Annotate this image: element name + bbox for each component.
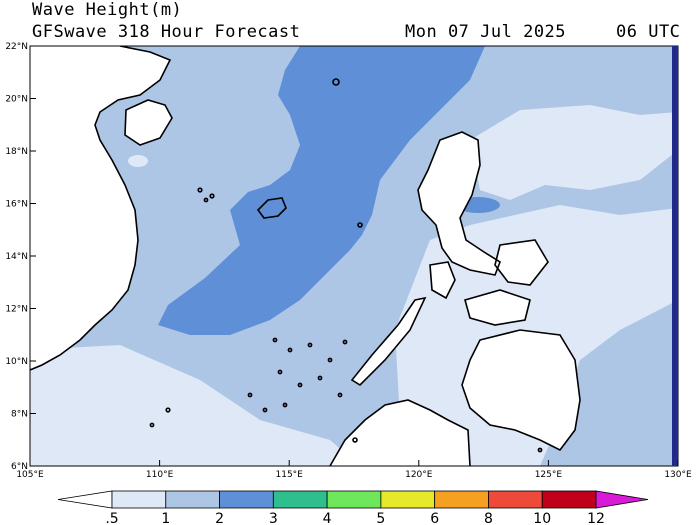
- forecast-label: GFSwave 318 Hour Forecast: [32, 22, 301, 42]
- lat-tick-label: 8°N: [11, 410, 28, 420]
- colorbar-label: 5: [376, 511, 385, 525]
- lat-tick-label: 18°N: [5, 147, 28, 157]
- colorbar-swatch: [111, 490, 167, 509]
- map-right-edge: [672, 46, 678, 466]
- lon-tick-label: 105°E: [16, 470, 44, 480]
- colorbar-swatch: [272, 490, 328, 509]
- colorbar-label: 8: [484, 511, 493, 525]
- colorbar-swatch: [326, 490, 382, 509]
- valid-date: Mon 07 Jul 2025: [405, 22, 567, 42]
- colorbar-label: .5: [105, 511, 118, 525]
- coastlines: [30, 46, 581, 466]
- lat-tick-label: 22°N: [5, 42, 28, 52]
- colorbar-swatch: [488, 490, 543, 509]
- colorbar-label: 12: [587, 511, 605, 525]
- colorbar-label: 4: [323, 511, 332, 525]
- ocean-band-2-3: [158, 46, 485, 335]
- land-masses: [30, 46, 580, 466]
- colorbar-label: 3: [269, 511, 278, 525]
- colorbar-swatch: [541, 490, 597, 509]
- colorbar: .5 1 2 3 4 5 6 8 10 12: [57, 490, 649, 525]
- colorbar-swatch: [380, 490, 436, 509]
- lon-tick-label: 120°E: [405, 470, 433, 480]
- lat-tick-label: 10°N: [5, 357, 28, 367]
- lat-tick-label: 12°N: [5, 305, 28, 315]
- colorbar-left-arrow: [57, 490, 113, 509]
- colorbar-label: 6: [430, 511, 439, 525]
- latitude-axis: 6°N 8°N 10°N 12°N 14°N 16°N 18°N 20°N 22°N: [5, 42, 36, 472]
- lon-tick-label: 130°E: [664, 470, 692, 480]
- longitude-axis: 105°E 110°E 115°E 120°E 125°E 130°E: [16, 460, 692, 480]
- colorbar-label: 10: [533, 511, 551, 525]
- colorbar-label: 2: [215, 511, 224, 525]
- lat-tick-label: 14°N: [5, 252, 28, 262]
- colorbar-label: 1: [161, 511, 170, 525]
- colorbar-swatch: [219, 490, 274, 509]
- colorbar-swatch: [165, 490, 220, 509]
- colorbar-right-arrow: [595, 490, 649, 509]
- lon-tick-label: 110°E: [146, 470, 174, 480]
- map-title: Wave Height(m): [32, 0, 183, 20]
- lat-tick-label: 20°N: [5, 95, 28, 105]
- valid-time: 06 UTC: [616, 22, 681, 42]
- lon-tick-label: 115°E: [276, 470, 304, 480]
- map-area: [30, 46, 678, 466]
- colorbar-swatch: [434, 490, 489, 509]
- lon-tick-label: 125°E: [535, 470, 563, 480]
- lat-tick-label: 6°N: [11, 462, 28, 472]
- lat-tick-label: 16°N: [5, 200, 28, 210]
